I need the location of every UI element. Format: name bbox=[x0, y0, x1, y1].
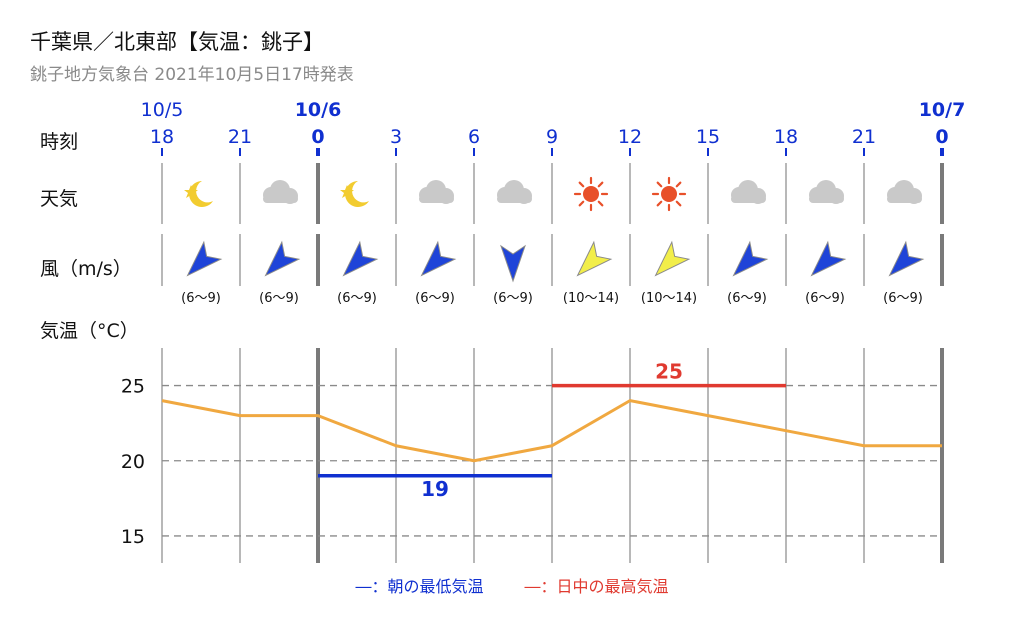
hour-label: 6 bbox=[468, 126, 480, 148]
hour-label: 15 bbox=[696, 126, 720, 148]
wind-speed-label: (6〜9) bbox=[181, 291, 221, 306]
date-label: 10/6 bbox=[295, 99, 342, 121]
wind-arrow-icon bbox=[186, 240, 223, 277]
marks-layer: 10/5 10/6 10/7 18 21 0 3 6 9 12 15 18 21 0 15 20 25 (6〜9)… bbox=[121, 99, 965, 548]
wind-arrow-icon bbox=[732, 240, 769, 277]
hour-label: 21 bbox=[852, 126, 876, 148]
wind-arrow-icon bbox=[342, 240, 379, 277]
hour-label: 12 bbox=[618, 126, 642, 148]
y-tick-label: 15 bbox=[121, 526, 145, 548]
wind-speed-label: (6〜9) bbox=[805, 291, 845, 306]
date-label: 10/7 bbox=[919, 99, 966, 121]
legend: ―：朝の最低気温 ―：日中の最高気温 bbox=[0, 573, 1024, 597]
hour-label: 0 bbox=[935, 126, 948, 148]
wind-arrow-icon bbox=[420, 240, 457, 277]
row-label-weather: 天気 bbox=[40, 188, 78, 210]
min-temp-label: 19 bbox=[421, 477, 449, 501]
wind-speed-label: (6〜9) bbox=[727, 291, 767, 306]
hour-label: 21 bbox=[228, 126, 252, 148]
hour-label: 18 bbox=[150, 126, 174, 148]
wind-arrow-icon bbox=[810, 240, 847, 277]
y-tick-label: 25 bbox=[121, 376, 145, 398]
wind-speed-label: (6〜9) bbox=[337, 291, 377, 306]
wind-arrow-icon bbox=[264, 240, 301, 277]
hour-label: 9 bbox=[546, 126, 558, 148]
wind-arrow-icon bbox=[654, 240, 691, 277]
temperature-line bbox=[161, 399, 942, 463]
row-label-time: 時刻 bbox=[40, 131, 78, 153]
hour-label: 18 bbox=[774, 126, 798, 148]
cloud-icon bbox=[419, 180, 454, 204]
legend-low: ―：朝の最低気温 bbox=[355, 577, 484, 596]
y-tick-label: 20 bbox=[121, 451, 145, 473]
cloud-icon bbox=[263, 180, 298, 204]
date-label: 10/5 bbox=[141, 99, 184, 121]
moon-icon bbox=[340, 181, 369, 207]
wind-arrow-icon bbox=[500, 244, 526, 283]
row-label-temp: 気温（°C） bbox=[40, 320, 139, 342]
page-title: 千葉県／北東部【気温：銚子】 bbox=[30, 30, 324, 54]
wind-speed-label: (6〜9) bbox=[493, 291, 533, 306]
wind-speed-label: (10〜14) bbox=[563, 291, 619, 306]
hour-label: 0 bbox=[311, 126, 324, 148]
max-temp-label: 25 bbox=[655, 360, 683, 384]
legend-high: ―：日中の最高気温 bbox=[524, 577, 669, 596]
wind-speed-label: (6〜9) bbox=[415, 291, 455, 306]
wind-speed-label: (10〜14) bbox=[641, 291, 697, 306]
sun-icon bbox=[651, 176, 687, 212]
issued-by: 銚子地方気象台 2021年10月5日17時発表 bbox=[30, 65, 354, 85]
cloud-icon bbox=[887, 180, 922, 204]
sun-icon bbox=[573, 176, 609, 212]
cloud-icon bbox=[731, 180, 766, 204]
wind-arrow-icon bbox=[576, 240, 613, 277]
wind-speed-label: (6〜9) bbox=[883, 291, 923, 306]
grid-layer bbox=[161, 148, 944, 563]
row-label-wind: 風（m/s） bbox=[40, 258, 132, 280]
cloud-icon bbox=[809, 180, 844, 204]
wind-speed-label: (6〜9) bbox=[259, 291, 299, 306]
moon-icon bbox=[184, 181, 213, 207]
hour-label: 3 bbox=[390, 126, 402, 148]
cloud-icon bbox=[497, 180, 532, 204]
wind-arrow-icon bbox=[888, 240, 925, 277]
